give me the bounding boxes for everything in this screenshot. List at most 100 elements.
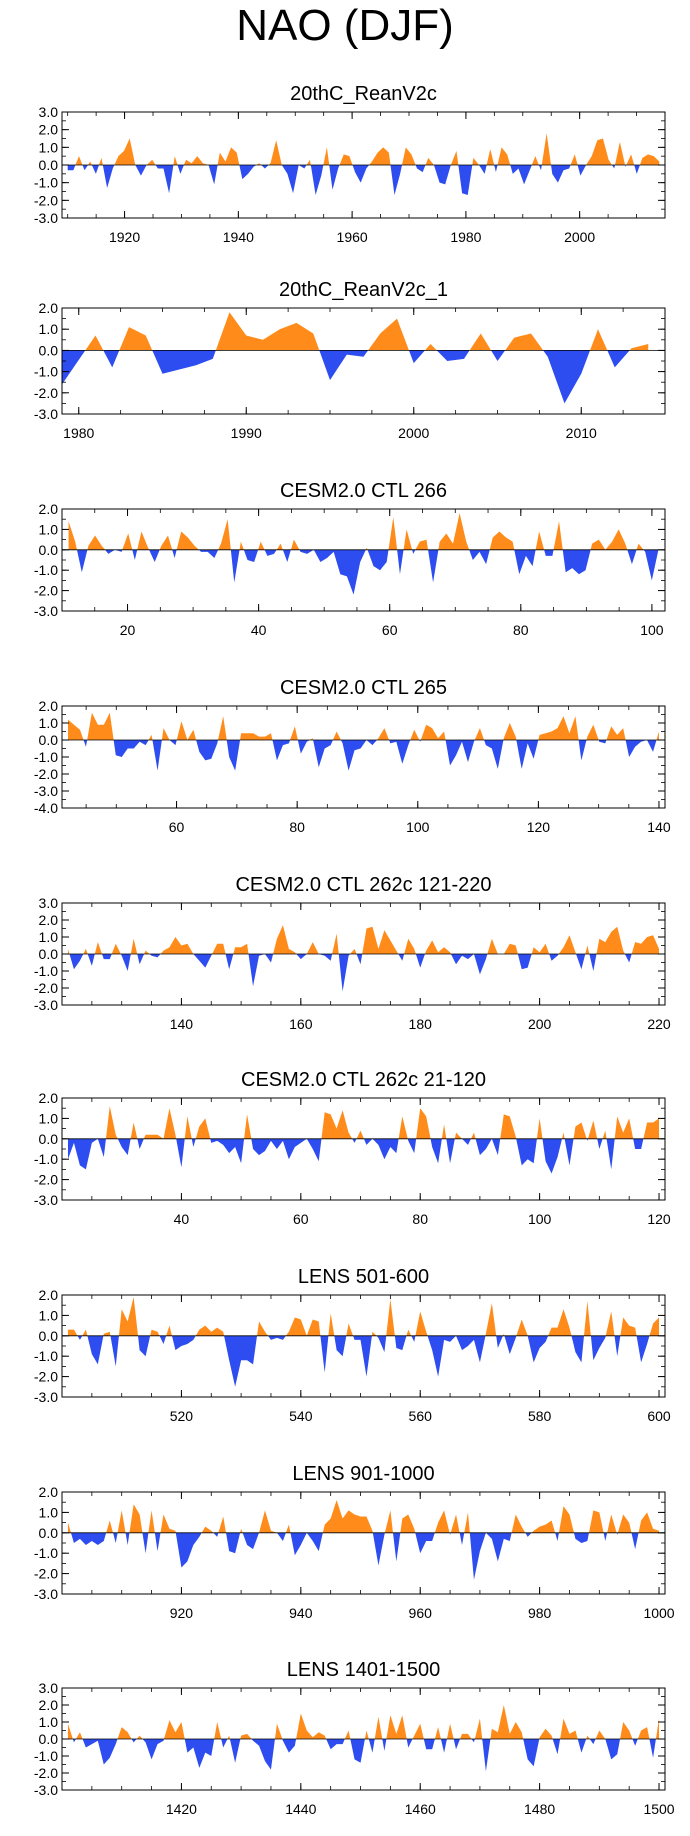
negative-area (589, 954, 597, 971)
positive-area (87, 535, 106, 550)
positive-area (201, 1526, 214, 1533)
y-tick-label: 0.0 (39, 1131, 59, 1147)
negative-area (102, 954, 112, 960)
negative-area (318, 954, 333, 961)
negative-area (320, 1335, 329, 1373)
negative-area (523, 1739, 540, 1767)
negative-area (193, 954, 213, 968)
negative-area (276, 1532, 286, 1541)
positive-area (438, 513, 470, 550)
negative-area (415, 954, 425, 968)
negative-area (408, 350, 425, 364)
negative-area (226, 1532, 241, 1554)
positive-area (328, 1313, 335, 1336)
negative-area (313, 549, 366, 595)
positive-area (560, 1718, 578, 1739)
positive-area (143, 1108, 177, 1139)
positive-area (605, 1311, 615, 1336)
positive-area (75, 1732, 83, 1739)
positive-area (538, 716, 579, 740)
positive-area (474, 728, 485, 740)
panel-title: CESM2.0 CTL 262c 21-120 (241, 1069, 486, 1091)
negative-area (482, 1739, 491, 1772)
negative-area (221, 1739, 228, 1748)
positive-area (103, 1331, 111, 1336)
x-tick-label: 1000 (643, 1605, 674, 1621)
x-tick-label: 1980 (63, 425, 94, 441)
negative-area (208, 165, 218, 185)
negative-area (87, 1335, 104, 1365)
negative-area (376, 1335, 387, 1353)
negative-area (607, 350, 630, 368)
positive-area (505, 333, 544, 351)
positive-area (541, 133, 552, 165)
negative-area (70, 1532, 107, 1546)
positive-area (344, 1730, 351, 1739)
negative-area (446, 1138, 455, 1164)
negative-area (589, 1739, 596, 1745)
positive-area (150, 1329, 160, 1336)
positive-area (558, 935, 577, 954)
negative-area (149, 954, 161, 958)
y-tick-label: 0.0 (39, 1731, 59, 1747)
negative-area (462, 1138, 471, 1145)
negative-area (76, 549, 88, 573)
positive-area (67, 1329, 78, 1336)
y-tick-label: 1.0 (39, 521, 59, 537)
y-tick-label: 2.0 (39, 122, 59, 138)
y-tick-label: 0.0 (39, 542, 59, 558)
positive-area (87, 161, 92, 165)
positive-area (415, 539, 429, 550)
x-tick-label: 1420 (166, 1801, 197, 1817)
x-tick-label: 980 (528, 1605, 552, 1621)
x-tick-label: 140 (170, 1016, 194, 1032)
positive-area (176, 721, 197, 740)
negative-area (110, 1335, 119, 1367)
y-tick-label: 2.0 (39, 1090, 59, 1106)
y-tick-label: -2.0 (34, 1566, 58, 1582)
negative-area (356, 954, 363, 965)
positive-area (469, 333, 492, 351)
positive-area (631, 935, 660, 954)
negative-area (82, 165, 88, 171)
negative-area (138, 1335, 151, 1357)
negative-area (543, 350, 591, 404)
panel-8: LENS 901-1000 2.0 1.0 0.0 -1.0 -2.0 -3.0 920 940… (34, 1463, 675, 1621)
negative-area (67, 165, 76, 171)
positive-area (626, 154, 635, 165)
area-fills (67, 925, 660, 992)
positive-area (562, 1132, 565, 1139)
positive-area (173, 156, 178, 165)
x-tick-label: 2000 (398, 425, 429, 441)
negative-area (517, 954, 532, 970)
x-tick-label: 940 (289, 1605, 313, 1621)
negative-area (248, 954, 265, 987)
negative-area (606, 1138, 615, 1170)
area-fills (67, 1106, 660, 1174)
negative-area (496, 1335, 503, 1349)
y-tick-label: 2.0 (39, 1697, 59, 1713)
negative-area (491, 1138, 501, 1156)
positive-area (87, 712, 114, 740)
y-tick-label: -3.0 (34, 210, 58, 226)
negative-area (329, 165, 340, 190)
x-tick-label: 580 (528, 1408, 552, 1424)
negative-area (372, 1532, 385, 1566)
negative-area (352, 165, 370, 183)
negative-area (175, 1532, 202, 1568)
x-tick-label: 80 (289, 819, 305, 835)
positive-area (163, 1720, 185, 1739)
negative-area (633, 1138, 644, 1149)
positive-area (276, 543, 283, 550)
negative-area (340, 740, 367, 771)
negative-area (616, 1532, 618, 1535)
positive-area (364, 1730, 369, 1739)
x-tick-label: 1500 (643, 1801, 674, 1817)
positive-area (629, 344, 649, 351)
negative-area (603, 1532, 608, 1541)
panel-title: LENS 1401-1500 (287, 1659, 440, 1681)
positive-area (643, 1118, 660, 1139)
positive-area (285, 1317, 321, 1336)
negative-area (578, 740, 587, 761)
figure-title: NAO (DJF) (236, 1, 454, 50)
